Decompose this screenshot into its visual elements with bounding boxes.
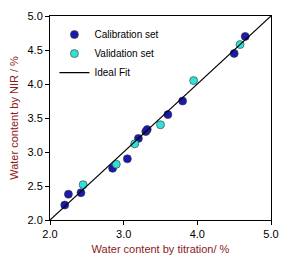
svg-text:3.0: 3.0 — [116, 228, 131, 240]
svg-text:2.0: 2.0 — [28, 214, 43, 226]
svg-text:5.0: 5.0 — [28, 10, 43, 22]
svg-text:4.0: 4.0 — [190, 228, 205, 240]
svg-text:3.5: 3.5 — [28, 112, 43, 124]
svg-text:Water content by titration/ %: Water content by titration/ % — [92, 243, 230, 255]
svg-text:Validation set: Validation set — [94, 48, 154, 59]
svg-text:Ideal Fit: Ideal Fit — [94, 67, 130, 78]
svg-text:2.0: 2.0 — [42, 228, 57, 240]
svg-text:4.0: 4.0 — [28, 78, 43, 90]
svg-text:5.0: 5.0 — [263, 228, 278, 240]
svg-text:4.5: 4.5 — [28, 44, 43, 56]
svg-text:Water content by NIR / %: Water content by NIR / % — [8, 56, 20, 180]
svg-text:2.5: 2.5 — [28, 180, 43, 192]
svg-text:3.0: 3.0 — [28, 146, 43, 158]
svg-text:Calibration set: Calibration set — [94, 29, 158, 40]
